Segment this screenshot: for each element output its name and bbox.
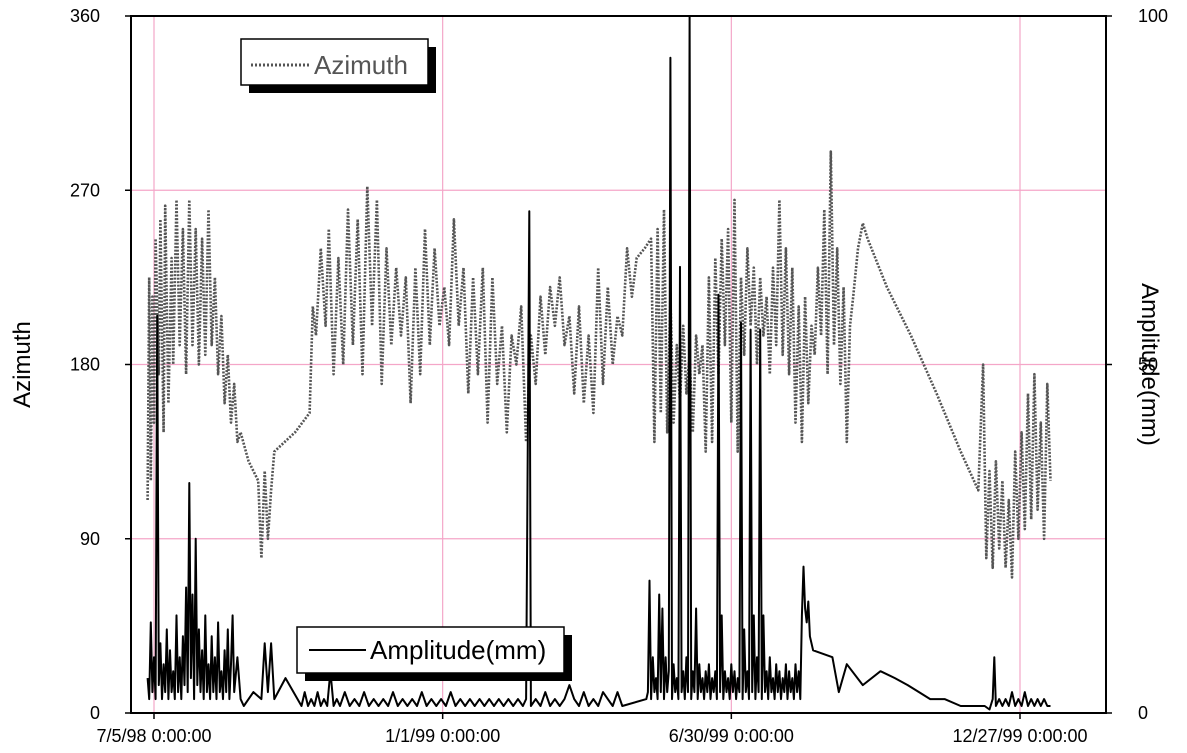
y-right-axis-title: Amplitude(mm) — [1136, 283, 1163, 446]
y-left-tick-label-1: 90 — [80, 529, 100, 549]
y-right-tick-label-2: 100 — [1138, 6, 1168, 26]
legend-amplitude: Amplitude(mm) — [296, 626, 572, 681]
y-left-tick-label-3: 270 — [70, 180, 100, 200]
grid — [131, 16, 1106, 713]
y-left-tick-label-4: 360 — [70, 6, 100, 26]
y-left-tick-label-0: 0 — [90, 703, 100, 723]
legend-azimuth-box — [240, 38, 429, 86]
legend-azimuth: Azimuth — [240, 38, 436, 93]
legend-azimuth-label: Azimuth — [314, 50, 408, 80]
series-line-0 — [146, 150, 1052, 579]
y-left-tick-label-2: 180 — [70, 355, 100, 375]
x-tick-label-3: 12/27/99 0:00:00 — [952, 726, 1087, 746]
x-tick-label-2: 6/30/99 0:00:00 — [669, 726, 794, 746]
axis-ticks — [125, 15, 1112, 719]
y-right-tick-label-0: 0 — [1138, 703, 1148, 723]
series-layer — [146, 15, 1052, 711]
series-line-1 — [146, 15, 1051, 711]
y-left-axis-title: Azimuth — [9, 321, 36, 408]
tick-labels: 7/5/98 0:00:00 1/1/99 0:00:00 6/30/99 0:00… — [70, 6, 1168, 746]
x-tick-label-1: 1/1/99 0:00:00 — [385, 726, 500, 746]
legend-amplitude-label: Amplitude(mm) — [370, 635, 546, 665]
y-right-tick-label-1: 50 — [1138, 355, 1158, 375]
x-tick-label-0: 7/5/98 0:00:00 — [96, 726, 211, 746]
legend-amplitude-box — [296, 626, 565, 674]
